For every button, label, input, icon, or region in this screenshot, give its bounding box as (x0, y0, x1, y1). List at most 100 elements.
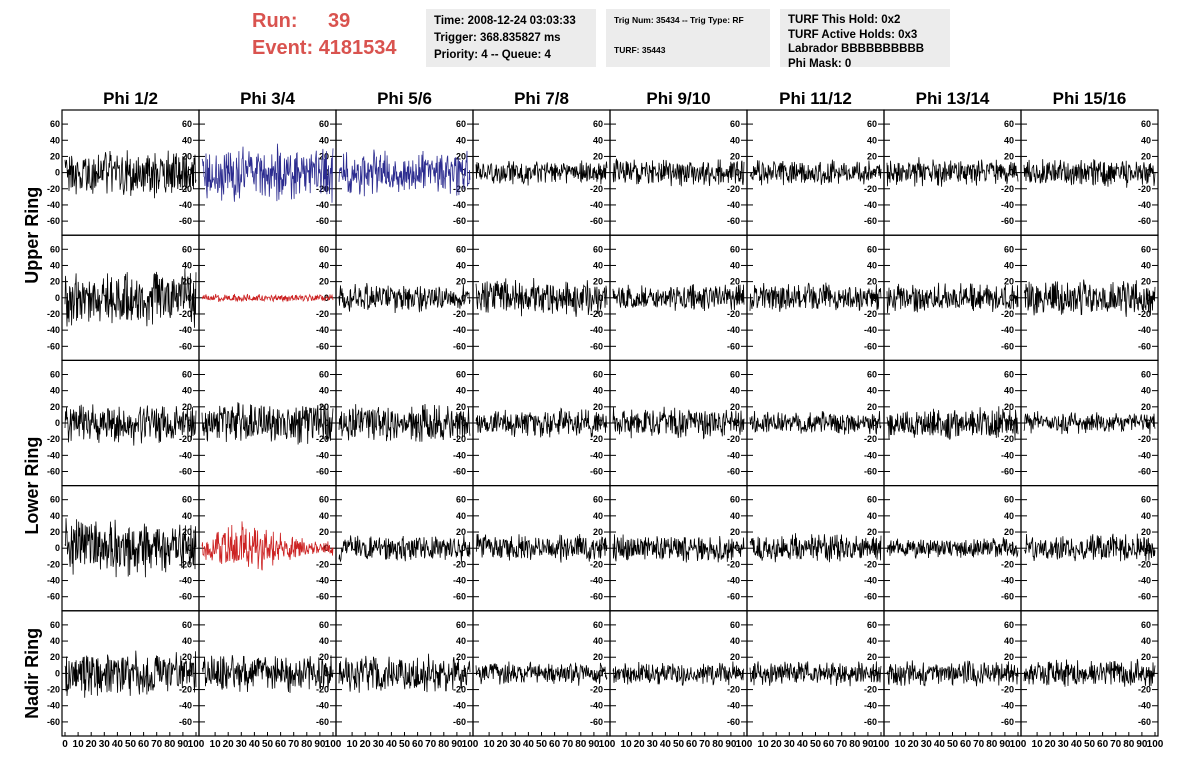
y-tick-label: 40 (867, 511, 877, 521)
waveform-trace (886, 157, 1019, 187)
x-tick-label: 0 (62, 739, 68, 750)
x-tick-label: 50 (673, 739, 685, 750)
x-tick-label: 10 (1032, 739, 1044, 750)
y-tick-label: -40 (179, 200, 192, 210)
y-tick-label: -20 (590, 309, 603, 319)
y-tick-label: 40 (593, 135, 603, 145)
y-tick-label-left: -40 (47, 200, 60, 210)
y-tick-label: 40 (319, 386, 329, 396)
y-tick-label: -20 (864, 685, 877, 695)
y-tick-label: 60 (867, 620, 877, 630)
waveform-trace (201, 655, 334, 693)
y-tick-label: 40 (1004, 386, 1014, 396)
y-tick-label: -40 (864, 200, 877, 210)
x-tick-label: 80 (849, 739, 861, 750)
x-tick-label: 30 (784, 739, 796, 750)
y-tick-label: -20 (590, 685, 603, 695)
y-tick-label: -60 (864, 717, 877, 727)
y-tick-label: 20 (182, 527, 192, 537)
column-header-3: Phi 5/6 (377, 89, 432, 108)
x-tick-label: 80 (301, 739, 313, 750)
waveform-trace (475, 661, 608, 686)
y-tick-label: 20 (456, 277, 466, 287)
y-tick-label: -60 (453, 216, 466, 226)
waveform-trace (1023, 533, 1156, 562)
y-tick-label: 20 (593, 402, 603, 412)
row-label-1: Upper Ring (22, 187, 42, 284)
y-tick-label: 20 (1141, 527, 1151, 537)
x-tick-label: 90 (177, 739, 189, 750)
y-tick-label: -20 (727, 184, 740, 194)
time-text: Time: 2008-12-24 03:03:33 (434, 15, 576, 27)
y-tick-label: 40 (456, 260, 466, 270)
y-tick-label: 20 (1004, 402, 1014, 412)
run-row: Run: 39 (252, 8, 397, 35)
waveform-trace (475, 277, 608, 317)
y-tick-label: 60 (456, 119, 466, 129)
y-tick-label: -20 (864, 184, 877, 194)
y-tick-label: -60 (590, 341, 603, 351)
y-tick-label: 60 (730, 244, 740, 254)
x-tick-label: 30 (647, 739, 659, 750)
turf-active-holds-text: TURF Active Holds: 0x3 (788, 28, 918, 41)
panel-r1-c3: -60 -40 -20 0 20 40 60 (335, 109, 474, 236)
waveform-trace (475, 160, 608, 186)
y-tick-label: 40 (593, 636, 603, 646)
y-tick-label: 20 (867, 277, 877, 287)
y-tick-label: -60 (727, 467, 740, 477)
waveform-trace (338, 653, 471, 693)
y-tick-label: -60 (1138, 341, 1151, 351)
y-tick-label: 40 (1141, 386, 1151, 396)
y-tick-label: -40 (453, 576, 466, 586)
y-tick-label: 60 (593, 119, 603, 129)
x-tick-label: 60 (275, 739, 287, 750)
y-tick-label: 20 (182, 402, 192, 412)
y-tick-label: 40 (593, 260, 603, 270)
y-tick-label: -40 (590, 450, 603, 460)
waveform-trace (201, 143, 334, 203)
y-tick-label-left: -20 (47, 309, 60, 319)
y-tick-label: 60 (730, 620, 740, 630)
waveform-trace (749, 282, 882, 312)
y-tick-label: 60 (730, 119, 740, 129)
y-tick-label: -40 (864, 701, 877, 711)
x-tick-label: 70 (836, 739, 848, 750)
x-tick-label: 10 (895, 739, 907, 750)
y-tick-label: -60 (1001, 341, 1014, 351)
waveform-trace (64, 150, 197, 199)
time-info-box: Time: 2008-12-24 03:03:33 Trigger: 368.8… (426, 9, 596, 67)
y-tick-label: -20 (1138, 685, 1151, 695)
y-tick-label: 40 (319, 135, 329, 145)
x-tick-label: 80 (164, 739, 176, 750)
column-header-6: Phi 11/12 (779, 89, 852, 108)
y-tick-label-left: 0 (55, 293, 60, 303)
waveform-trace (64, 650, 197, 698)
y-tick-label: -40 (727, 325, 740, 335)
y-tick-label: 20 (1004, 277, 1014, 287)
y-tick-label: -60 (1138, 467, 1151, 477)
y-tick-label: -20 (453, 559, 466, 569)
y-tick-label: 40 (456, 135, 466, 145)
y-tick-label: 60 (1004, 119, 1014, 129)
y-tick-label: 20 (319, 151, 329, 161)
y-tick-label: -40 (316, 576, 329, 586)
y-tick-label: -60 (590, 592, 603, 602)
x-tick-label: 90 (588, 739, 600, 750)
y-tick-label: 40 (867, 135, 877, 145)
y-tick-label: 20 (867, 652, 877, 662)
y-tick-label-left: 60 (50, 119, 60, 129)
y-tick-label: 20 (1141, 402, 1151, 412)
y-tick-label: 60 (182, 369, 192, 379)
x-tick-label: 60 (686, 739, 698, 750)
y-tick-label: -20 (1001, 434, 1014, 444)
y-tick-label: 60 (867, 244, 877, 254)
waveform-trace (1023, 159, 1156, 188)
y-tick-label: 60 (730, 369, 740, 379)
y-tick-label-left: -40 (47, 325, 60, 335)
